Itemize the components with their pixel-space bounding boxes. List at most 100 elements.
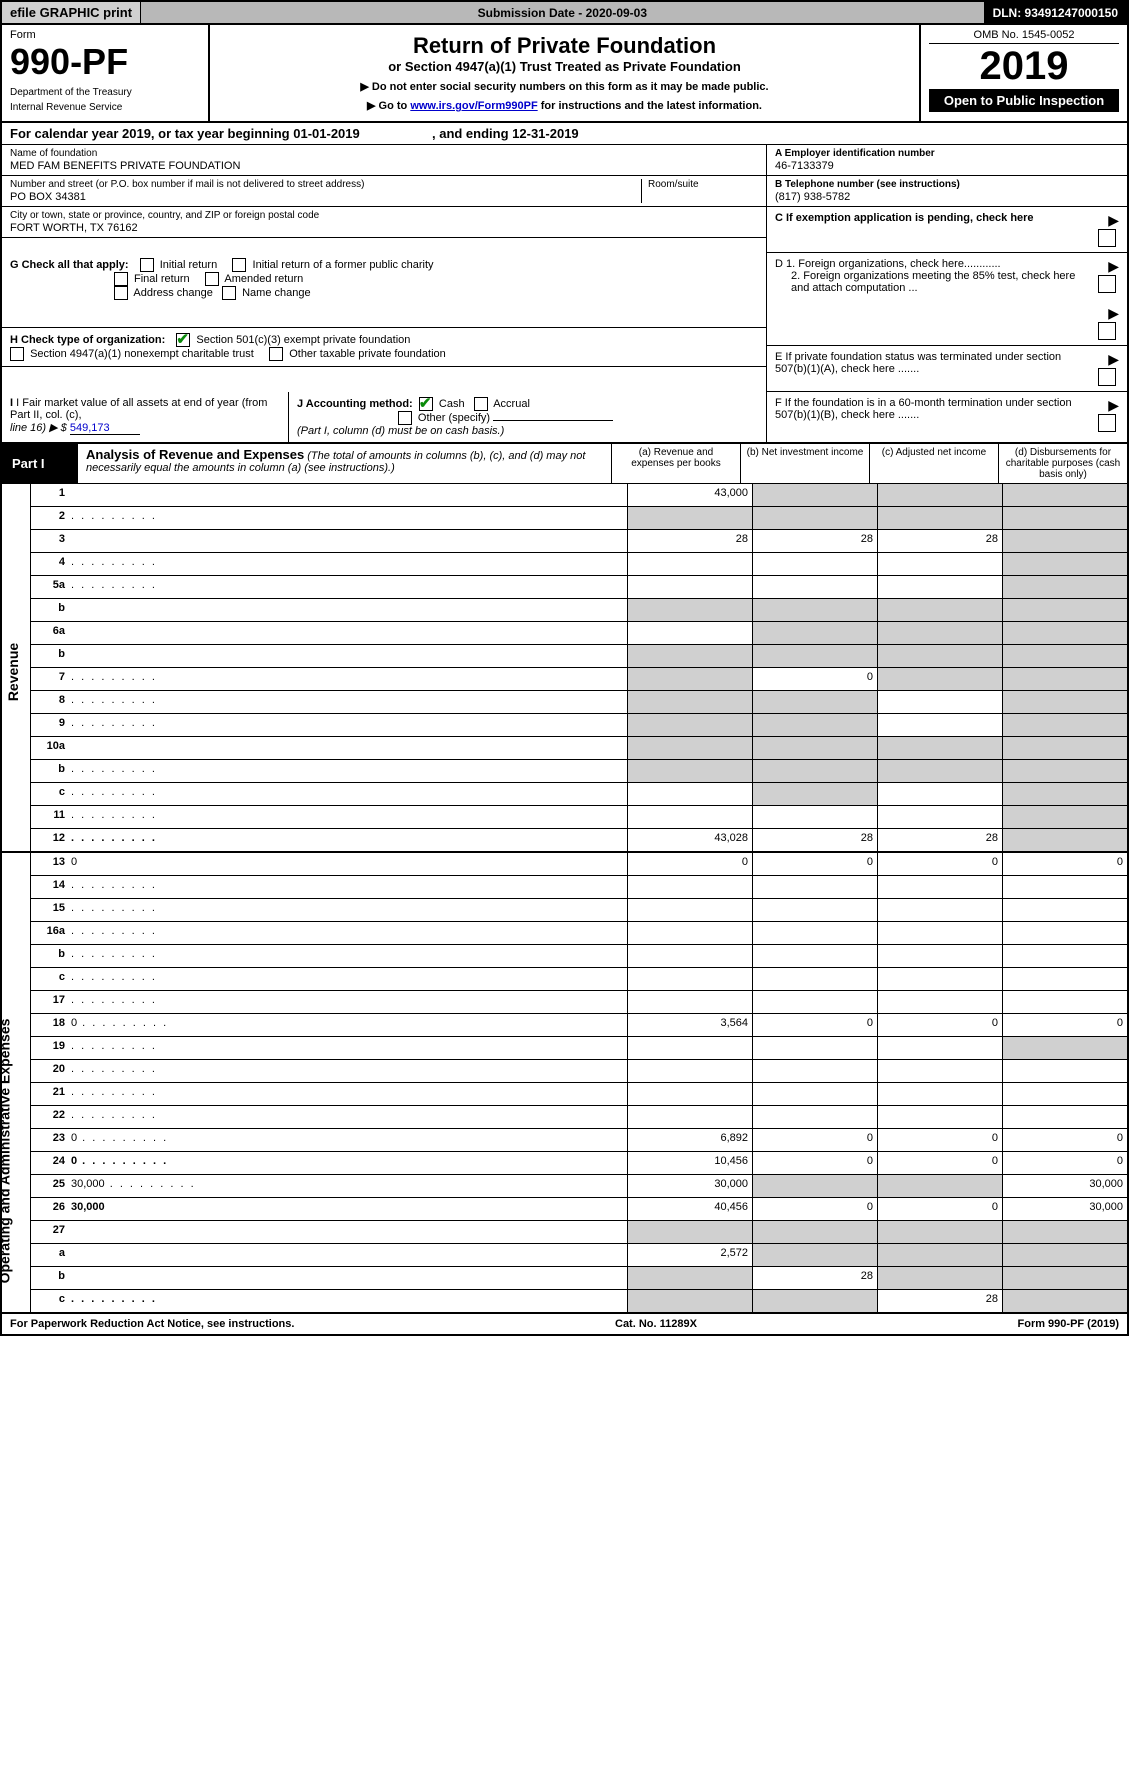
c-checkbox[interactable] bbox=[1098, 229, 1116, 247]
e-checkbox[interactable] bbox=[1098, 368, 1116, 386]
cell-col-b: 0 bbox=[752, 853, 877, 875]
cell-col-d bbox=[1002, 1267, 1127, 1289]
cell-col-a: 40,456 bbox=[627, 1198, 752, 1220]
table-row: a2,572 bbox=[31, 1244, 1127, 1267]
h-row: H Check type of organization: Section 50… bbox=[2, 328, 766, 367]
cell-col-c bbox=[877, 1175, 1002, 1197]
cell-col-c bbox=[877, 1037, 1002, 1059]
d-e-section: D 1. Foreign organizations, check here..… bbox=[767, 253, 1127, 392]
g-opt-4: Address change bbox=[133, 287, 213, 299]
row-description bbox=[71, 968, 627, 990]
j-other-checkbox[interactable] bbox=[398, 411, 412, 425]
arrow-icon: ▶ bbox=[1108, 397, 1119, 413]
footer-right: Form 990-PF (2019) bbox=[1018, 1318, 1119, 1330]
row-description bbox=[71, 691, 627, 713]
row-number: 5a bbox=[31, 576, 71, 598]
row-description: 30,000 bbox=[71, 1175, 627, 1197]
ij-f-block: I I Fair market value of all assets at e… bbox=[0, 392, 1129, 444]
form990pf-link[interactable]: www.irs.gov/Form990PF bbox=[410, 100, 537, 112]
row-number: 13 bbox=[31, 853, 71, 875]
table-row: c bbox=[31, 783, 1127, 806]
g-opt-0: Initial return bbox=[160, 259, 217, 271]
h-4947-checkbox[interactable] bbox=[10, 347, 24, 361]
table-row: 9 bbox=[31, 714, 1127, 737]
id-right: A Employer identification number 46-7133… bbox=[766, 145, 1127, 253]
foundation-name-row: Name of foundation MED FAM BENEFITS PRIV… bbox=[2, 145, 766, 176]
h-opt-2: Section 4947(a)(1) nonexempt charitable … bbox=[30, 348, 254, 360]
cell-col-d bbox=[1002, 1290, 1127, 1312]
row-description bbox=[71, 714, 627, 736]
j-other-label: Other (specify) bbox=[418, 412, 490, 424]
cell-col-d bbox=[1002, 576, 1127, 598]
revenue-label-text: Revenue bbox=[5, 643, 21, 701]
note2-pre: ▶ Go to bbox=[367, 100, 410, 112]
cell-col-d bbox=[1002, 968, 1127, 990]
cell-col-b bbox=[752, 1106, 877, 1128]
row-number: 14 bbox=[31, 876, 71, 898]
row-description bbox=[71, 876, 627, 898]
g-address-change-checkbox[interactable] bbox=[114, 286, 128, 300]
cell-col-a bbox=[627, 945, 752, 967]
row-number: 7 bbox=[31, 668, 71, 690]
row-description bbox=[71, 1290, 627, 1312]
cell-col-b: 28 bbox=[752, 829, 877, 851]
cell-col-d bbox=[1002, 1060, 1127, 1082]
h-501c3-checkbox[interactable] bbox=[176, 333, 190, 347]
cell-col-c bbox=[877, 1060, 1002, 1082]
j-cash-checkbox[interactable] bbox=[419, 397, 433, 411]
g-opt-2: Final return bbox=[134, 273, 190, 285]
cal-end: 12-31-2019 bbox=[512, 126, 579, 141]
g-row: G Check all that apply: Initial return I… bbox=[2, 253, 766, 328]
d1-checkbox[interactable] bbox=[1098, 275, 1116, 293]
row-description bbox=[71, 622, 627, 644]
row-description bbox=[71, 806, 627, 828]
cell-col-a bbox=[627, 645, 752, 667]
cell-col-a bbox=[627, 899, 752, 921]
f-checkbox[interactable] bbox=[1098, 414, 1116, 432]
table-row: 16a bbox=[31, 922, 1127, 945]
cell-col-c bbox=[877, 876, 1002, 898]
city-row: City or town, state or province, country… bbox=[2, 207, 766, 238]
foundation-address: PO BOX 34381 bbox=[10, 191, 641, 203]
cell-col-b bbox=[752, 1221, 877, 1243]
row-description bbox=[71, 1221, 627, 1243]
row-description bbox=[71, 530, 627, 552]
row-number: c bbox=[31, 1290, 71, 1312]
cell-col-d bbox=[1002, 783, 1127, 805]
g-initial-return-checkbox[interactable] bbox=[140, 258, 154, 272]
j-accrual-checkbox[interactable] bbox=[474, 397, 488, 411]
cell-col-a bbox=[627, 783, 752, 805]
cell-col-c: 0 bbox=[877, 853, 1002, 875]
d2-checkbox[interactable] bbox=[1098, 322, 1116, 340]
cell-col-a bbox=[627, 553, 752, 575]
cell-col-a bbox=[627, 1267, 752, 1289]
cell-col-c bbox=[877, 783, 1002, 805]
table-row: 15 bbox=[31, 899, 1127, 922]
g-final-return-checkbox[interactable] bbox=[114, 272, 128, 286]
cell-col-a bbox=[627, 760, 752, 782]
cell-col-b bbox=[752, 806, 877, 828]
row-number: 15 bbox=[31, 899, 71, 921]
i-fmv-value: 549,173 bbox=[70, 422, 140, 435]
g-initial-former-checkbox[interactable] bbox=[232, 258, 246, 272]
header-note-1: ▶ Do not enter social security numbers o… bbox=[220, 80, 909, 93]
row-description: 0 bbox=[71, 1152, 627, 1174]
g-name-change-checkbox[interactable] bbox=[222, 286, 236, 300]
row-number: 16a bbox=[31, 922, 71, 944]
cell-col-a: 2,572 bbox=[627, 1244, 752, 1266]
cell-col-d bbox=[1002, 991, 1127, 1013]
row-description bbox=[71, 760, 627, 782]
table-row: 4 bbox=[31, 553, 1127, 576]
row-description bbox=[71, 484, 627, 506]
row-number: 17 bbox=[31, 991, 71, 1013]
j-lead: J Accounting method: bbox=[297, 398, 413, 410]
cell-col-b: 0 bbox=[752, 668, 877, 690]
g-amended-checkbox[interactable] bbox=[205, 272, 219, 286]
h-other-taxable-checkbox[interactable] bbox=[269, 347, 283, 361]
row-description bbox=[71, 668, 627, 690]
part1-desc: Analysis of Revenue and Expenses (The to… bbox=[78, 444, 611, 483]
table-row: 22 bbox=[31, 1106, 1127, 1129]
arrow-icon: ▶ bbox=[1108, 258, 1119, 274]
cell-col-b bbox=[752, 876, 877, 898]
cell-col-a: 6,892 bbox=[627, 1129, 752, 1151]
